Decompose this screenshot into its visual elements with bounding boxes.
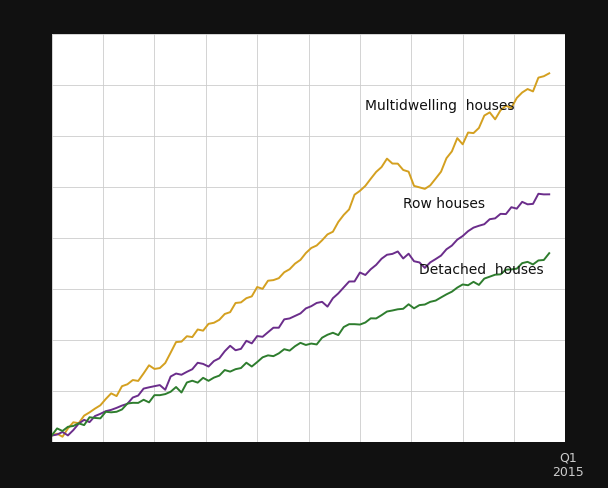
Text: Q1
2015: Q1 2015 [553, 451, 584, 479]
Text: Multidwelling  houses: Multidwelling houses [365, 99, 515, 113]
Text: Row houses: Row houses [403, 197, 485, 210]
Text: Detached  houses: Detached houses [420, 264, 544, 278]
